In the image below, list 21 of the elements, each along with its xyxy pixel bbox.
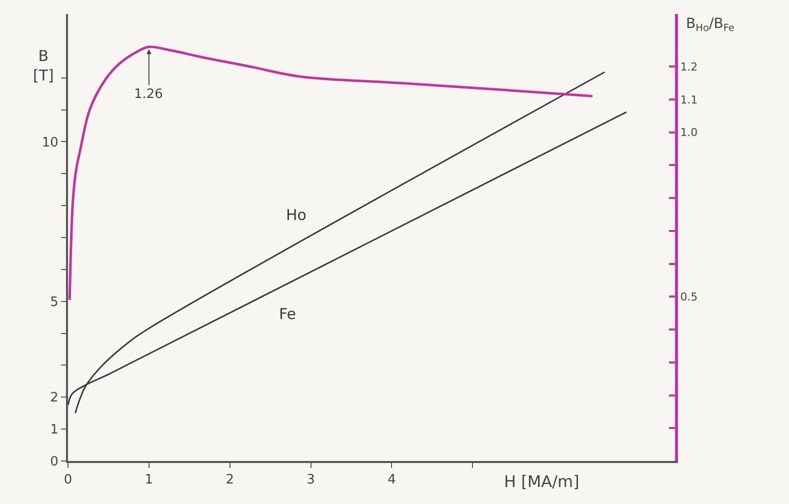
x-tick-label: 2 xyxy=(226,472,234,488)
y2-tick-label: 0.5 xyxy=(680,290,698,304)
y-tick-label: 0 xyxy=(50,454,58,470)
y2-tick-label: 1.0 xyxy=(680,126,698,140)
y-tick-label: 5 xyxy=(50,294,58,310)
x-tick-label: 0 xyxy=(64,472,72,488)
y2-tick-label: 1.1 xyxy=(680,93,698,106)
x-axis-title: H [MA/m] xyxy=(504,472,580,491)
series-label: Ho xyxy=(286,206,306,224)
x-tick-label: 3 xyxy=(306,472,315,488)
y2-axis-title: B$_{Ho}$/B$_{Fe}$ xyxy=(686,16,734,34)
x-tick-label: 1 xyxy=(144,472,154,488)
series-label: Fe xyxy=(279,305,296,323)
annotation: 1.26 xyxy=(134,87,163,102)
line-series xyxy=(68,46,594,302)
y-tick-label: 10 xyxy=(42,135,58,150)
y-tick-label: 2 xyxy=(50,390,58,406)
y-tick-label: 1 xyxy=(50,422,58,438)
x-tick-label: 4 xyxy=(388,472,396,488)
y2-tick-label: 1.2 xyxy=(680,60,698,74)
y-axis-title: B [T] xyxy=(33,47,54,84)
